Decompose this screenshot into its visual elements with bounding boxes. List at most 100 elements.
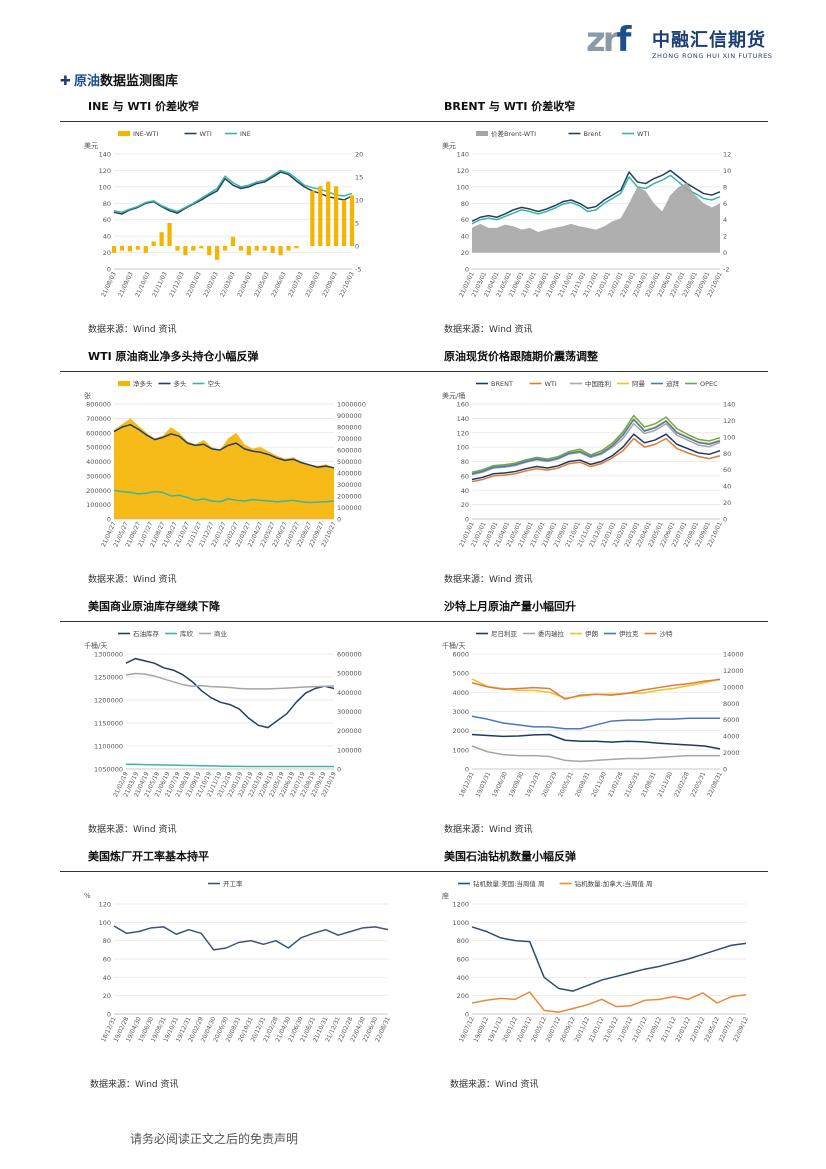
data-line — [471, 169, 721, 223]
data-bar — [318, 186, 323, 246]
data-bar — [111, 246, 117, 253]
x-tick-label: 22/09/03 — [321, 271, 339, 299]
x-tick-label: 21/08/31 — [640, 771, 658, 799]
y2-tick-label: 20 — [723, 499, 731, 507]
data-bar — [310, 190, 315, 246]
y-tick-label: 40 — [103, 974, 111, 982]
y2-tick-label: 400000 — [337, 470, 362, 478]
legend-label: OPEC — [700, 380, 718, 388]
y2-tick-label: 4000 — [723, 733, 740, 741]
axis-unit-label: % — [84, 892, 91, 900]
legend-label: 伊朗 — [585, 629, 598, 638]
y-tick-label: 3000 — [452, 708, 469, 716]
data-bar — [207, 246, 212, 256]
y2-tick-label: 10 — [355, 197, 363, 205]
source-note-3: 数据来源：Wind 资讯 — [88, 575, 177, 585]
y-tick-label: 400 — [457, 974, 469, 982]
logo-chinese-name: 中融汇信期货 — [652, 30, 766, 51]
y2-tick-label: 10 — [723, 167, 731, 175]
y-tick-label: 40 — [103, 233, 111, 241]
data-bar — [183, 246, 188, 256]
x-tick-label: 19/09/30 — [508, 771, 526, 799]
y2-tick-label: 500000 — [337, 670, 362, 678]
y2-tick-label: 600000 — [337, 651, 362, 659]
data-line — [471, 991, 747, 1013]
y-tick-label: 140 — [99, 151, 111, 159]
data-line — [471, 422, 721, 476]
y2-tick-label: 0 — [337, 766, 341, 774]
chart-legend: 尼日利亚 委内瑞拉 伊朗 伊拉克 沙特 — [476, 629, 673, 638]
y-tick-label: 80 — [103, 937, 111, 945]
data-line — [471, 733, 721, 750]
y2-tick-label: 80 — [723, 450, 731, 458]
y-tick-label: 5000 — [452, 670, 469, 678]
logo-mark-icon: zrf — [586, 20, 631, 60]
y-tick-label: 120 — [457, 429, 469, 437]
axis-unit-label: 美元/桶 — [442, 391, 465, 400]
y-tick-label: 120 — [99, 167, 111, 175]
y2-tick-label: 2 — [723, 233, 727, 241]
y-tick-label: 600000 — [86, 429, 111, 437]
y2-tick-label: 40 — [723, 483, 731, 491]
logo-mark-text: zr — [586, 20, 620, 60]
y-tick-label: 800 — [457, 937, 469, 945]
x-tick-label: 21/10/03 — [134, 271, 152, 299]
y-tick-label: 120 — [99, 901, 111, 909]
y-tick-label: 0 — [107, 516, 111, 524]
x-tick-label: 22/02/03 — [202, 271, 220, 299]
y2-tick-label: 0 — [723, 249, 727, 257]
data-bar — [151, 241, 156, 246]
divider-1 — [60, 121, 768, 122]
panel-title-3: WTI 原油商业净多头持仓小幅反弹 — [88, 350, 259, 363]
legend-label: 沙特 — [660, 629, 674, 638]
y2-tick-label: 300000 — [337, 481, 362, 489]
y-tick-label: 20 — [103, 992, 111, 1000]
data-bar — [191, 246, 196, 251]
y2-tick-label: 400000 — [337, 689, 362, 697]
source-note-1: 数据来源：Wind 资讯 — [88, 325, 177, 335]
y2-tick-label: 8000 — [723, 700, 740, 708]
section-bullet-icon: ✚ — [60, 74, 71, 89]
y-tick-label: 300000 — [86, 472, 111, 480]
y2-tick-label: 0 — [723, 766, 727, 774]
source-note-4: 数据来源：Wind 资讯 — [444, 575, 533, 585]
y2-tick-label: 12000 — [723, 667, 744, 675]
y-tick-label: 100 — [99, 183, 111, 191]
data-line — [113, 489, 335, 504]
y2-tick-label: 60 — [723, 466, 731, 474]
y-tick-label: 1000 — [452, 919, 469, 927]
y-tick-label: 140 — [457, 151, 469, 159]
data-line — [471, 926, 747, 992]
y2-tick-label: 15 — [355, 174, 363, 182]
legend-label: 空头 — [208, 379, 222, 388]
x-tick-label: 22/10/03 — [338, 271, 356, 299]
y-tick-label: 60 — [461, 216, 469, 224]
y-tick-label: 100 — [99, 919, 111, 927]
y2-tick-label: 120 — [723, 417, 735, 425]
legend-label: 多头 — [174, 379, 188, 388]
y2-tick-label: 6 — [723, 200, 727, 208]
data-bar — [119, 246, 125, 251]
y2-tick-label: 6000 — [723, 716, 740, 724]
data-line — [125, 672, 335, 690]
y2-tick-label: 200000 — [337, 727, 362, 735]
y2-tick-label: 0 — [355, 243, 359, 251]
legend-swatch — [118, 381, 130, 386]
legend-label: 钻机数量:加拿大:当周值 周 — [575, 879, 653, 888]
x-tick-label: 18/12/31 — [458, 771, 476, 799]
chart-legend: 价差Brent-WTI Brent WTI — [476, 129, 649, 138]
data-line — [125, 657, 335, 729]
legend-label: 迪拜 — [666, 379, 680, 388]
divider-4 — [60, 871, 768, 872]
legend-label: 开工率 — [223, 879, 243, 888]
data-bar — [167, 223, 172, 246]
y2-tick-label: 2000 — [723, 749, 740, 757]
data-bar — [159, 232, 164, 246]
x-tick-label: 19/12/31 — [524, 771, 542, 799]
x-tick-label: 22/05/03 — [253, 271, 271, 299]
legend-label: WTI — [545, 380, 557, 388]
legend-label: 尼日利亚 — [491, 629, 518, 638]
chart-brent-wti: 价差Brent-WTI Brent WTI美元020406080100120140-… — [442, 129, 731, 298]
legend-label: INE — [240, 130, 251, 138]
x-tick-label: 20/05/31 — [557, 771, 575, 799]
